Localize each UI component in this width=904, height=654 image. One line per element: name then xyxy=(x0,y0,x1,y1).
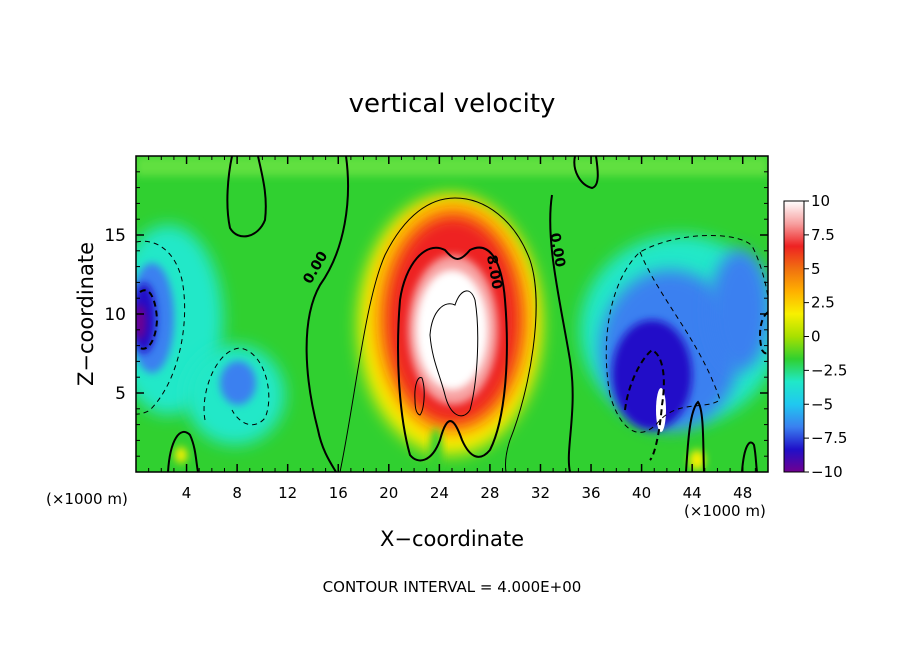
contour-twelve-small xyxy=(414,376,425,416)
contour-zero-left xyxy=(305,156,349,472)
colorbar-tick-label: 7.5 xyxy=(811,226,835,244)
contour-neg-eight-rightedge xyxy=(759,311,768,355)
y-tick-label: 10 xyxy=(104,305,126,325)
contour-eight xyxy=(397,246,508,462)
x-axis-label: X−coordinate xyxy=(380,527,524,551)
colorbar-tick-label: 10 xyxy=(811,192,830,210)
x-unit-left: (×1000 m) xyxy=(46,490,128,508)
x-unit-right: (×1000 m) xyxy=(684,502,766,520)
x-tick-label: 24 xyxy=(430,484,449,502)
colorbar-tick-label: −10 xyxy=(811,463,843,481)
y-axis: 5 10 15 xyxy=(104,171,768,457)
colorbar-tick-label: −7.5 xyxy=(811,429,847,447)
x-tick-label: 8 xyxy=(232,484,242,502)
contour-zero-topright xyxy=(573,156,599,190)
x-tick-label: 4 xyxy=(182,484,192,502)
contours xyxy=(136,156,768,472)
contour-zero-left-bottom xyxy=(167,430,199,472)
colorbar-tick-label: 2.5 xyxy=(811,294,835,312)
x-tick-label: 20 xyxy=(379,484,398,502)
colorbar: 10 7.5 5 2.5 0 −2.5 −5 −7.5 −10 xyxy=(783,192,847,481)
x-tick-label: 48 xyxy=(733,484,752,502)
contour-zero-right-bottom xyxy=(685,400,705,472)
contour-neg-eight-right xyxy=(624,348,665,461)
yellow-spot-right xyxy=(689,450,705,470)
colorbar-ticks: 10 7.5 5 2.5 0 −2.5 −5 −7.5 −10 xyxy=(804,192,847,481)
x-tick-label: 32 xyxy=(531,484,550,502)
deepblue-right xyxy=(612,320,692,430)
contour-neg-four-right xyxy=(605,235,768,433)
white-core xyxy=(416,270,488,390)
contour-interval-footer: CONTOUR INTERVAL = 4.000E+00 xyxy=(323,578,582,596)
blue-left-low xyxy=(220,361,256,405)
contour-zero-upperleft xyxy=(226,156,267,238)
contour-neg-four-left-low xyxy=(203,347,270,426)
contour-zero-right-far xyxy=(741,441,758,472)
contour-label: 8.00 xyxy=(483,254,505,291)
yellow-spot-left xyxy=(175,447,187,463)
contour-zero-right xyxy=(549,194,574,472)
colorbar-tick-label: 5 xyxy=(811,260,821,278)
y-tick-label: 15 xyxy=(104,226,126,246)
colorbar-tick-label: −5 xyxy=(811,395,833,413)
x-tick-label: 16 xyxy=(329,484,348,502)
colorbar-tick-label: 0 xyxy=(811,328,821,346)
contour-label: 0.00 xyxy=(546,232,568,269)
chart-title: vertical velocity xyxy=(349,89,556,119)
colorbar-tick-label: −2.5 xyxy=(811,361,847,379)
x-tick-label: 36 xyxy=(581,484,600,502)
x-tick-label: 28 xyxy=(480,484,499,502)
colorbar-scale xyxy=(783,200,805,473)
y-axis-label: Z−coordinate xyxy=(74,242,98,386)
x-tick-label: 12 xyxy=(278,484,297,502)
y-tick-label: 5 xyxy=(115,384,126,404)
contour-twelve xyxy=(429,290,479,417)
contour-four xyxy=(339,197,537,472)
x-axis: 4 8 12 16 20 24 28 32 36 40 44 48 xyxy=(148,156,756,502)
x-tick-label: 44 xyxy=(683,484,702,502)
blue-right-2 xyxy=(710,250,768,370)
contour-neg-four-left xyxy=(136,240,186,415)
heatmap-field xyxy=(136,156,768,472)
purple-left xyxy=(136,304,146,340)
x-tick-label: 40 xyxy=(632,484,651,502)
